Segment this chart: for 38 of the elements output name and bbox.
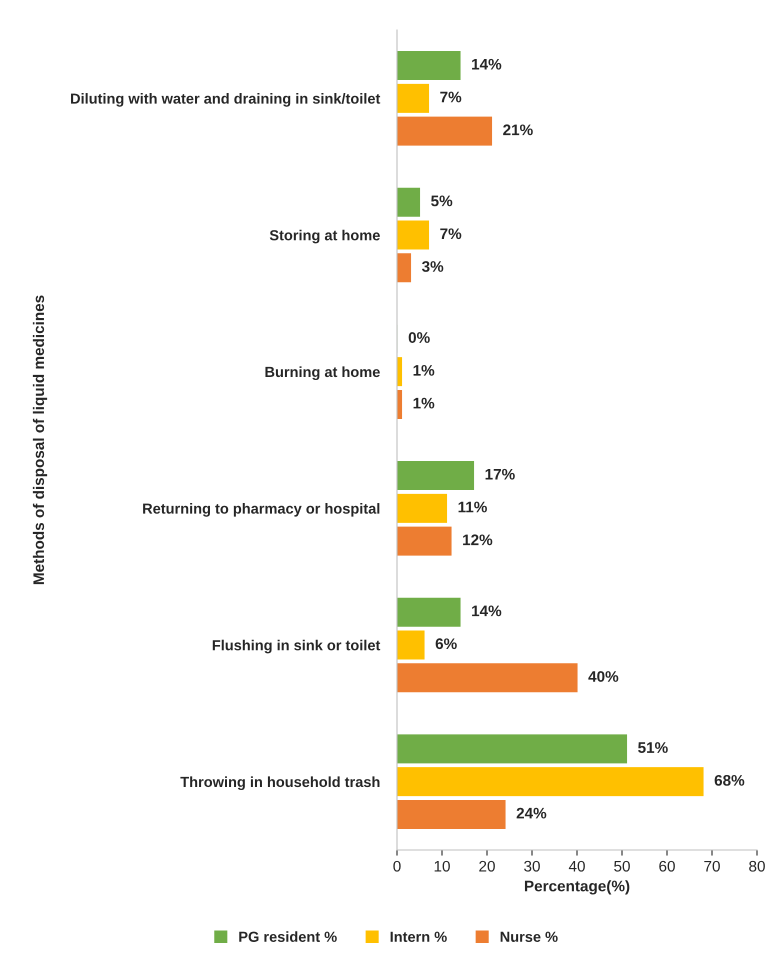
data-label: 24% xyxy=(516,808,546,819)
x-tick-label: 10 xyxy=(434,860,450,872)
data-label: 1% xyxy=(414,398,434,409)
data-label: 40% xyxy=(588,671,618,682)
y-axis-title: Methods of disposal of liquid medicines xyxy=(32,295,48,584)
data-label: 12% xyxy=(463,534,492,546)
data-label: 51% xyxy=(638,742,668,753)
y-tick-label: Burning at home xyxy=(265,366,380,380)
x-tick-label: 70 xyxy=(704,860,720,872)
data-label: 17% xyxy=(486,468,515,480)
data-label: 7% xyxy=(440,92,462,102)
data-label: 0% xyxy=(408,332,430,343)
legend-label: PG resident % xyxy=(239,931,337,942)
y-tick-label: Flushing in sink or toilet xyxy=(212,640,380,654)
data-label: 68% xyxy=(714,774,744,786)
y-tick-label: Throwing in household trash xyxy=(180,776,380,790)
data-label: 14% xyxy=(472,606,502,616)
x-tick-label: 80 xyxy=(749,860,765,872)
y-tick-label: Returning to pharmacy or hospital xyxy=(143,503,380,517)
x-tick-label: 0 xyxy=(393,860,401,872)
data-label: 14% xyxy=(472,58,502,70)
data-label: 6% xyxy=(436,638,457,650)
x-tick-label: 20 xyxy=(479,860,495,872)
data-label: 1% xyxy=(414,364,434,376)
y-tick-label: Storing at home xyxy=(270,230,380,244)
y-tick-label: Diluting with water and draining in sink/toilet xyxy=(71,93,380,107)
legend-label: Intern % xyxy=(390,932,447,942)
x-tick-label: 30 xyxy=(524,860,540,872)
data-label: 7% xyxy=(440,228,462,240)
data-label: 3% xyxy=(422,261,444,272)
x-tick-label: 40 xyxy=(568,860,585,872)
data-label: 5% xyxy=(431,196,452,206)
x-tick-label: 50 xyxy=(614,860,630,872)
data-label: 11% xyxy=(458,502,487,512)
x-axis-title: Percentage(%) xyxy=(524,880,630,895)
data-label: 21% xyxy=(503,124,533,136)
x-tick-label: 60 xyxy=(659,860,675,872)
legend-label: Nurse % xyxy=(500,932,558,942)
